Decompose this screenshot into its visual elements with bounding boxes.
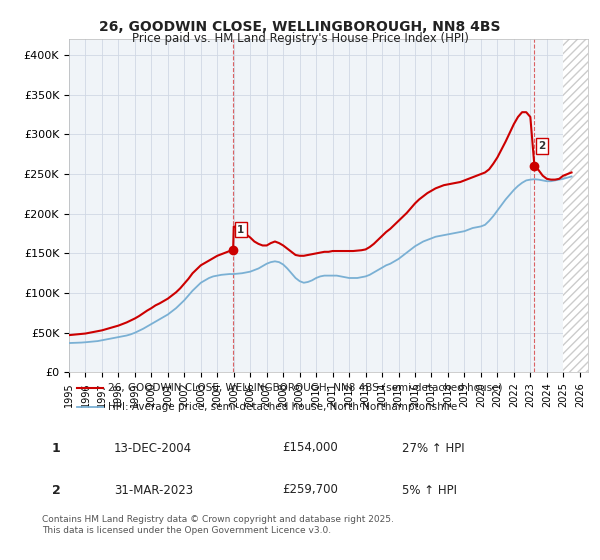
Text: 5% ↑ HPI: 5% ↑ HPI xyxy=(402,483,457,497)
Text: 2: 2 xyxy=(52,483,61,497)
Text: 1: 1 xyxy=(52,441,61,455)
Text: 31-MAR-2023: 31-MAR-2023 xyxy=(114,483,193,497)
Bar xyxy=(563,39,588,372)
Text: 26, GOODWIN CLOSE, WELLINGBOROUGH, NN8 4BS: 26, GOODWIN CLOSE, WELLINGBOROUGH, NN8 4… xyxy=(99,20,501,34)
Text: 2: 2 xyxy=(539,141,546,151)
Text: 26, GOODWIN CLOSE, WELLINGBOROUGH, NN8 4BS (semi-detached house): 26, GOODWIN CLOSE, WELLINGBOROUGH, NN8 4… xyxy=(108,383,502,393)
Text: Price paid vs. HM Land Registry's House Price Index (HPI): Price paid vs. HM Land Registry's House … xyxy=(131,32,469,45)
Text: Contains HM Land Registry data © Crown copyright and database right 2025.
This d: Contains HM Land Registry data © Crown c… xyxy=(42,515,394,535)
Text: 1: 1 xyxy=(237,225,244,235)
Text: £154,000: £154,000 xyxy=(282,441,338,455)
Text: HPI: Average price, semi-detached house, North Northamptonshire: HPI: Average price, semi-detached house,… xyxy=(108,402,457,412)
Text: £259,700: £259,700 xyxy=(282,483,338,497)
Text: 13-DEC-2004: 13-DEC-2004 xyxy=(114,441,192,455)
Text: 27% ↑ HPI: 27% ↑ HPI xyxy=(402,441,464,455)
